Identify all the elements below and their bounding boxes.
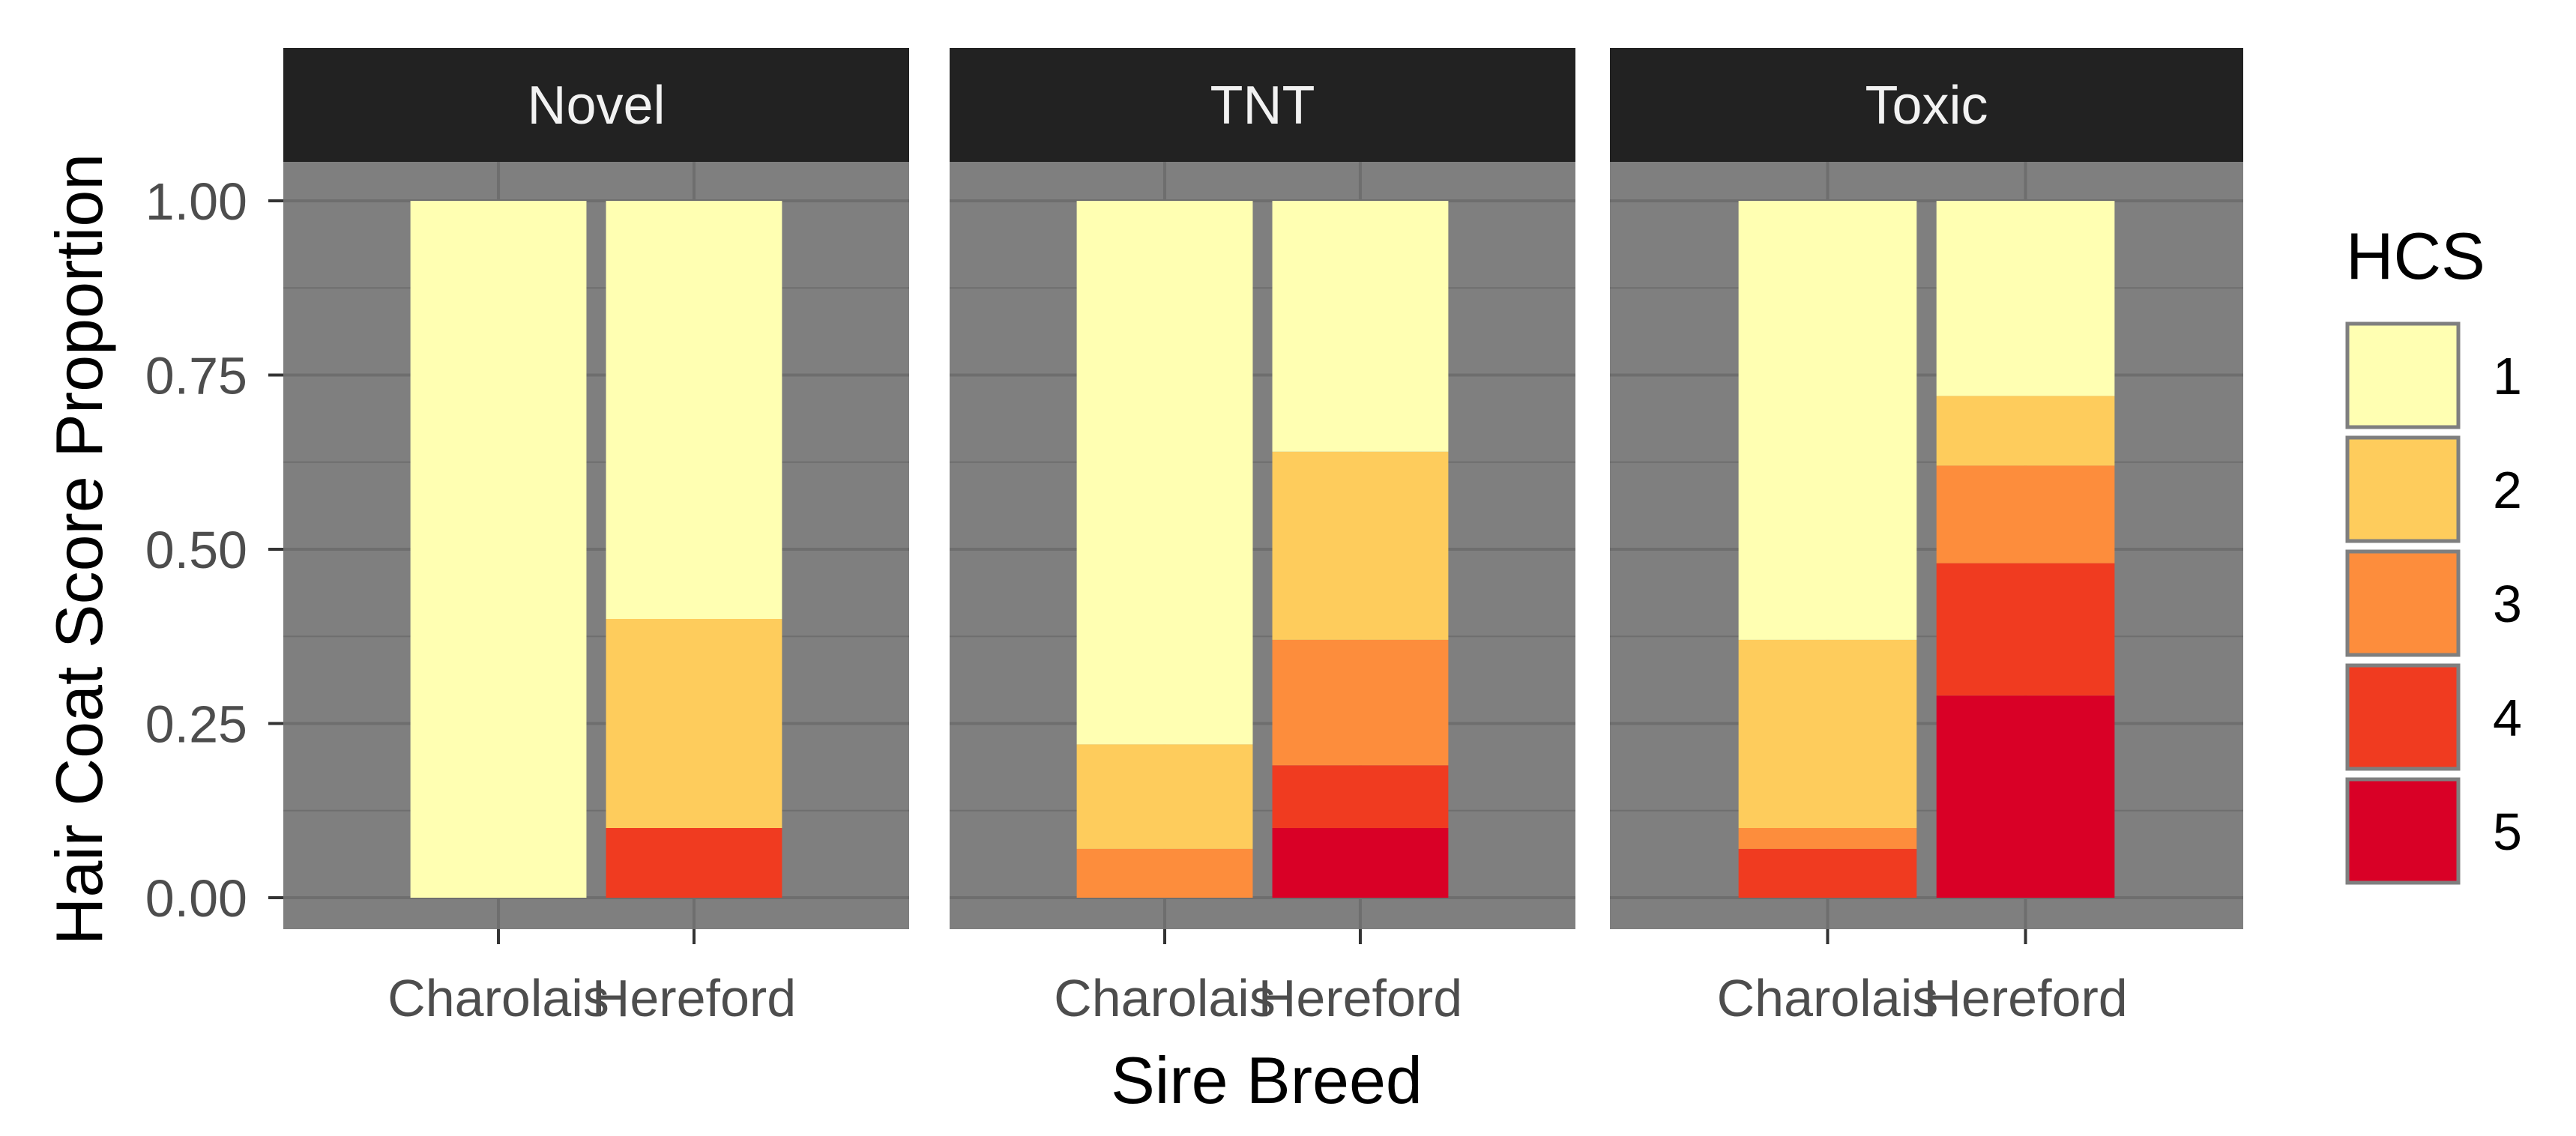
x-tick-label: Hereford [592,969,796,1027]
x-tick-label: Hereford [1258,969,1462,1027]
facet-panels [268,48,2243,944]
y-tick-label: 0.00 [145,869,247,928]
bar-segment-tnt-charolais-hcs-3 [1076,848,1253,898]
facet-novel [268,48,909,944]
bar-segment-tnt-hereford-hcs-5 [1272,828,1449,898]
legend-keys [2345,321,2461,885]
legend-label-5: 5 [2493,803,2522,861]
legend-key-2 [2345,435,2461,543]
x-axis-ticks: Charolais Hereford Charolais Hereford Ch… [387,969,2128,1027]
legend-key-3 [2345,549,2461,657]
y-tick-label: 0.75 [145,347,247,405]
facet-strip [950,48,1575,162]
bar-segment-tnt-charolais-hcs-2 [1076,744,1253,849]
bar-segment-tnt-hereford-hcs-3 [1272,639,1449,766]
legend-key-4 [2345,663,2461,771]
bar-segment-novel-charolais-hcs-1 [410,201,587,898]
strip-label-tnt: TNT [1210,76,1315,136]
bar-segment-tnt-hereford-hcs-2 [1272,451,1449,640]
facet-strip-labels: Novel TNT Toxic [527,76,1988,136]
facet-strip [283,48,909,162]
x-tick-label: Charolais [1717,969,1939,1027]
bar-segment-tnt-charolais-hcs-1 [1076,201,1253,745]
y-tick-label: 1.00 [145,172,247,231]
legend-label-1: 1 [2493,347,2522,405]
x-tick-label: Charolais [387,969,609,1027]
bar-segment-toxic-charolais-hcs-2 [1738,639,1917,828]
legend-key-1 [2345,321,2461,429]
facet-tnt [950,48,1575,944]
bar-segment-novel-hereford-hcs-2 [606,619,782,828]
y-tick-label: 0.50 [145,521,247,579]
panel-background [950,162,1575,929]
bar-segment-novel-hereford-hcs-1 [606,201,782,619]
legend-label-2: 2 [2493,461,2522,519]
panel-background [1610,162,2243,929]
bar-segment-tnt-hereford-hcs-1 [1272,201,1449,452]
x-axis-title: Sire Breed [1111,1043,1423,1117]
legend: HCS 1 2 3 4 5 [2345,219,2522,885]
bar-segment-toxic-charolais-hcs-1 [1738,201,1917,640]
bar-segment-toxic-charolais-hcs-4 [1738,848,1917,898]
bar-segment-toxic-hereford-hcs-1 [1936,201,2115,396]
bar-segment-toxic-hereford-hcs-3 [1936,465,2115,564]
x-tick-label: Charolais [1054,969,1276,1027]
y-axis-title: Hair Coat Score Proportion [42,154,116,945]
bar-segment-toxic-hereford-hcs-4 [1936,563,2115,696]
panel-background [283,162,909,929]
strip-label-toxic: Toxic [1865,76,1988,136]
bar-segment-novel-hereford-hcs-4 [606,828,782,898]
facet-toxic [1610,48,2243,944]
legend-title: HCS [2346,219,2485,293]
bar-segment-toxic-charolais-hcs-3 [1738,828,1917,849]
y-axis-ticks: 0.00 0.25 0.50 0.75 1.00 [145,172,247,928]
facet-strip [1610,48,2243,162]
bar-segment-toxic-hereford-hcs-2 [1936,396,2115,466]
bar-segment-tnt-hereford-hcs-4 [1272,765,1449,828]
legend-key-5 [2345,777,2461,885]
legend-label-4: 4 [2493,689,2522,747]
bar-segment-toxic-hereford-hcs-5 [1936,695,2115,898]
x-tick-label: Hereford [1923,969,2127,1027]
legend-label-3: 3 [2493,575,2522,633]
y-tick-label: 0.25 [145,695,247,754]
strip-label-novel: Novel [527,76,665,136]
